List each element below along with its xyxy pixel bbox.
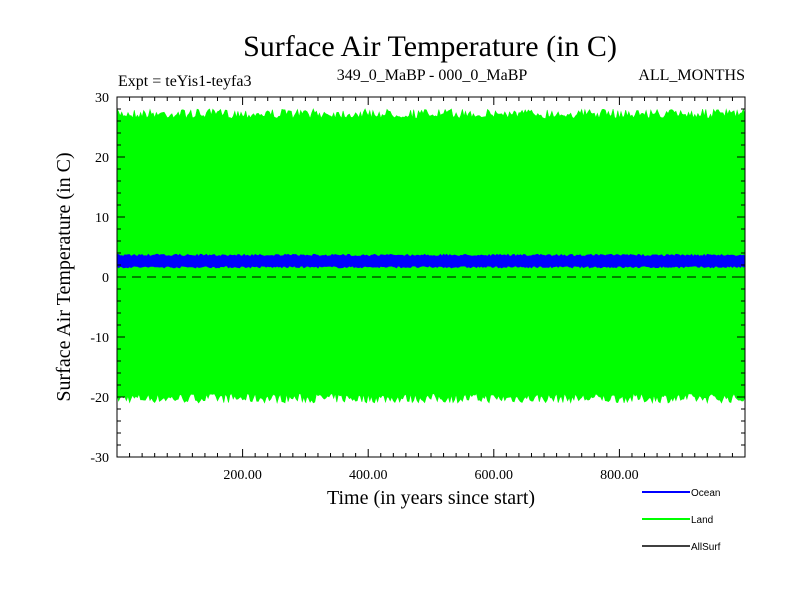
x-tick-label: 600.00 <box>475 468 514 483</box>
x-axis-label: Time (in years since start) <box>327 487 535 509</box>
chart-subtitle-left: Expt = teYis1-teyfa3 <box>118 73 251 90</box>
y-tick-label: -20 <box>90 391 109 406</box>
y-tick-label: 0 <box>102 271 109 286</box>
x-tick-label: 200.00 <box>223 468 262 483</box>
y-tick-label: 20 <box>95 151 109 166</box>
y-tick-label: 30 <box>95 91 109 106</box>
plot-area: -30 -20 -10 0 10 20 30 200.00 400.00 600.00 800.00 <box>90 91 746 483</box>
legend-label-allsurf: AllSurf <box>691 542 721 553</box>
y-tick-label: -10 <box>90 331 109 346</box>
x-tick-label: 400.00 <box>349 468 388 483</box>
y-tick-label: -30 <box>90 451 109 466</box>
y-tick-label: 10 <box>95 211 109 226</box>
x-tick-label: 800.00 <box>600 468 639 483</box>
y-axis-label: Surface Air Temperature (in C) <box>53 152 75 401</box>
legend: Ocean Land AllSurf <box>642 488 721 553</box>
ocean-series-band <box>116 253 746 269</box>
chart-title: Surface Air Temperature (in C) <box>243 30 617 63</box>
legend-label-ocean: Ocean <box>691 488 720 499</box>
chart-subtitle-center: 349_0_MaBP - 000_0_MaBP <box>337 67 528 84</box>
legend-label-land: Land <box>691 515 713 526</box>
chart-subtitle-right: ALL_MONTHS <box>638 67 745 84</box>
